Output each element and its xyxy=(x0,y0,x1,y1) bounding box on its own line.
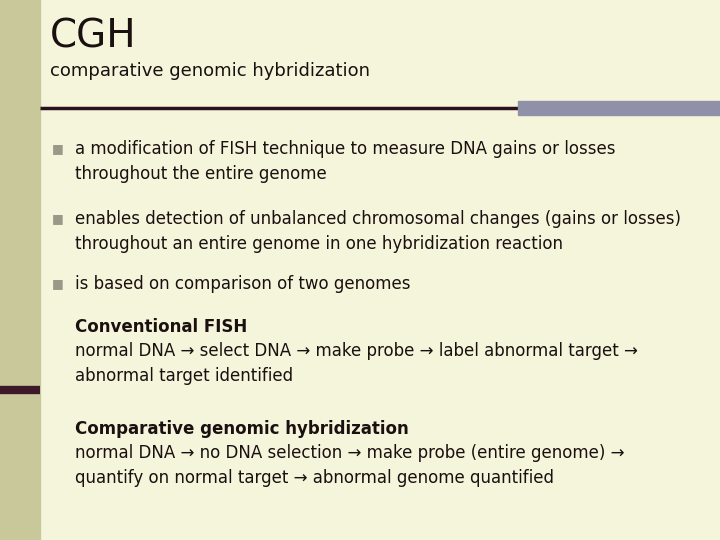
Text: CGH: CGH xyxy=(50,18,137,56)
Text: Comparative genomic hybridization: Comparative genomic hybridization xyxy=(75,420,409,438)
Text: normal DNA → select DNA → make probe → label abnormal target →
abnormal target i: normal DNA → select DNA → make probe → l… xyxy=(75,342,638,385)
Text: a modification of FISH technique to measure DNA gains or losses
throughout the e: a modification of FISH technique to meas… xyxy=(75,140,616,183)
Text: normal DNA → no DNA selection → make probe (entire genome) →
quantify on normal : normal DNA → no DNA selection → make pro… xyxy=(75,444,624,487)
Bar xyxy=(0,0,40,540)
Text: comparative genomic hybridization: comparative genomic hybridization xyxy=(50,62,370,80)
Text: ■: ■ xyxy=(52,212,64,225)
Text: ■: ■ xyxy=(52,277,64,290)
Bar xyxy=(518,101,720,115)
Text: ■: ■ xyxy=(52,142,64,155)
Text: Conventional FISH: Conventional FISH xyxy=(75,318,247,336)
Text: enables detection of unbalanced chromosomal changes (gains or losses)
throughout: enables detection of unbalanced chromoso… xyxy=(75,210,681,253)
Text: is based on comparison of two genomes: is based on comparison of two genomes xyxy=(75,275,410,293)
